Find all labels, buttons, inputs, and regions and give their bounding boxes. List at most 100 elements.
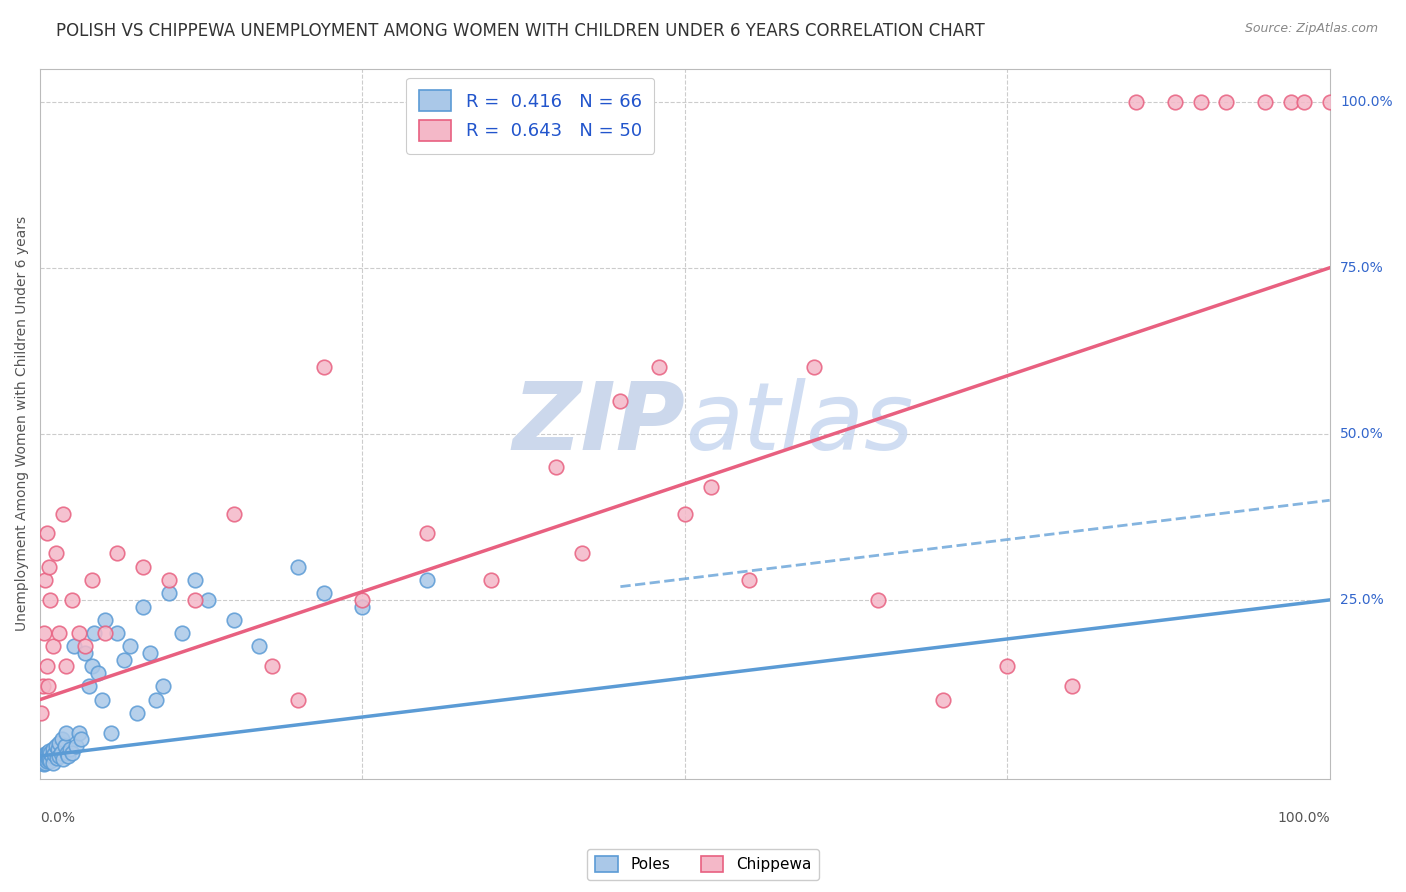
Point	[42, 742, 65, 756]
Point	[60, 593, 83, 607]
Point	[87, 665, 110, 680]
Point	[247, 640, 270, 654]
Point	[416, 526, 439, 541]
Point	[1164, 95, 1187, 109]
Point	[42, 640, 65, 654]
Point	[184, 573, 207, 587]
Point	[31, 679, 53, 693]
Point	[39, 754, 62, 768]
Point	[352, 593, 374, 607]
Legend: Poles, Chippewa: Poles, Chippewa	[588, 848, 818, 880]
Point	[93, 626, 115, 640]
Point	[45, 546, 67, 560]
Point	[32, 749, 55, 764]
Point	[120, 640, 142, 654]
Point	[1254, 95, 1277, 109]
Point	[932, 692, 955, 706]
Point	[145, 692, 167, 706]
Point	[287, 559, 309, 574]
Point	[38, 744, 60, 758]
Point	[803, 360, 825, 375]
Point	[107, 546, 129, 560]
Point	[59, 742, 82, 756]
Point	[91, 692, 114, 706]
Text: 100.0%: 100.0%	[1340, 95, 1392, 109]
Point	[868, 593, 890, 607]
Point	[35, 754, 58, 768]
Point	[34, 747, 56, 761]
Point	[35, 749, 58, 764]
Point	[152, 679, 174, 693]
Point	[222, 507, 245, 521]
Point	[100, 725, 122, 739]
Text: ZIP: ZIP	[512, 378, 685, 470]
Point	[39, 593, 62, 607]
Point	[35, 526, 58, 541]
Point	[1279, 95, 1302, 109]
Point	[35, 659, 58, 673]
Point	[32, 755, 55, 769]
Point	[67, 626, 90, 640]
Point	[699, 480, 721, 494]
Text: 75.0%: 75.0%	[1340, 260, 1384, 275]
Point	[222, 613, 245, 627]
Point	[648, 360, 671, 375]
Point	[34, 756, 56, 770]
Text: atlas: atlas	[685, 378, 912, 469]
Text: 50.0%: 50.0%	[1340, 427, 1384, 441]
Point	[995, 659, 1018, 673]
Point	[58, 749, 80, 764]
Point	[52, 507, 75, 521]
Point	[37, 679, 59, 693]
Point	[197, 593, 219, 607]
Point	[80, 659, 103, 673]
Point	[77, 679, 100, 693]
Point	[60, 746, 83, 760]
Point	[44, 747, 66, 761]
Point	[37, 747, 59, 761]
Text: 0.0%: 0.0%	[41, 811, 75, 825]
Point	[93, 613, 115, 627]
Point	[673, 507, 696, 521]
Point	[352, 599, 374, 614]
Point	[125, 706, 148, 720]
Point	[170, 626, 193, 640]
Point	[1125, 95, 1147, 109]
Point	[51, 732, 73, 747]
Point	[46, 742, 69, 756]
Point	[48, 749, 70, 764]
Point	[157, 586, 180, 600]
Point	[48, 736, 70, 750]
Legend: R =  0.416   N = 66, R =  0.643   N = 50: R = 0.416 N = 66, R = 0.643 N = 50	[406, 78, 654, 153]
Point	[157, 573, 180, 587]
Point	[39, 746, 62, 760]
Point	[53, 739, 76, 753]
Point	[184, 593, 207, 607]
Point	[75, 646, 97, 660]
Point	[38, 559, 60, 574]
Point	[45, 739, 67, 753]
Point	[65, 739, 87, 753]
Point	[1215, 95, 1237, 109]
Point	[67, 725, 90, 739]
Point	[70, 732, 93, 747]
Point	[37, 752, 59, 766]
Text: 100.0%: 100.0%	[1277, 811, 1330, 825]
Point	[83, 626, 105, 640]
Point	[1060, 679, 1083, 693]
Point	[30, 756, 52, 770]
Point	[80, 573, 103, 587]
Point	[34, 752, 56, 766]
Point	[571, 546, 593, 560]
Point	[32, 756, 55, 771]
Point	[312, 360, 335, 375]
Point	[49, 746, 72, 760]
Point	[55, 725, 77, 739]
Point	[75, 640, 97, 654]
Point	[416, 573, 439, 587]
Point	[32, 626, 55, 640]
Point	[138, 646, 160, 660]
Point	[41, 749, 63, 764]
Point	[262, 659, 284, 673]
Point	[287, 692, 309, 706]
